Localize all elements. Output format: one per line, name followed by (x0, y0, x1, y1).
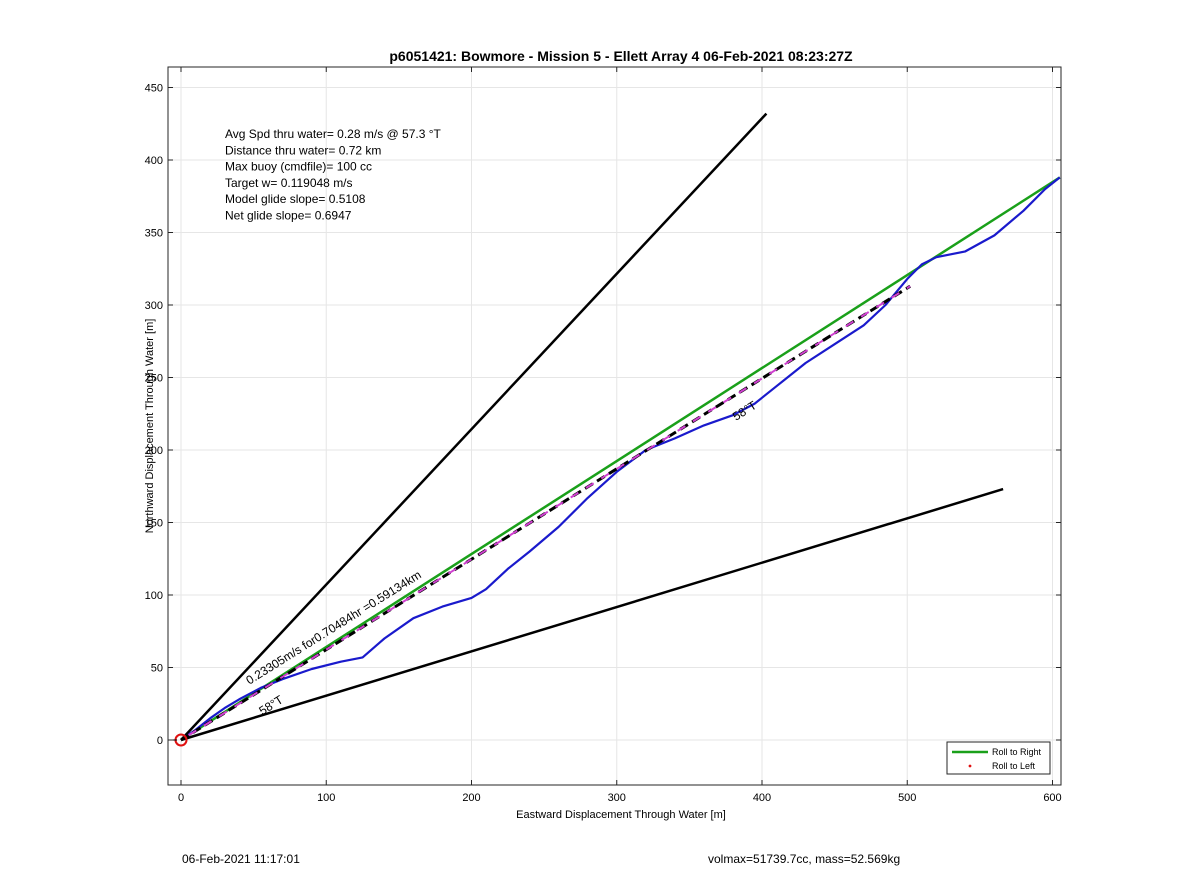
x-tick-label: 400 (753, 792, 771, 804)
annotation-2: 58°T (730, 398, 760, 424)
y-tick-label: 250 (145, 373, 163, 385)
annotation-0: 0.23305m/s for0.70484hr =0.59134km (243, 568, 423, 688)
annotations: 0.23305m/s for0.70484hr =0.59134km 58°T 58… (243, 398, 759, 718)
footer-timestamp: 06-Feb-2021 11:17:01 (182, 852, 300, 866)
y-tick-label: 400 (145, 155, 163, 167)
chart-title: p6051421: Bowmore - Mission 5 - Ellett A… (389, 48, 853, 64)
y-tick-label: 200 (145, 445, 163, 457)
series-line-dashed-overlay (180, 285, 911, 741)
x-axis-ticks: 0 100 200 300 400 500 600 (178, 67, 1062, 804)
legend-label-roll-left: Roll to Left (992, 761, 1036, 771)
stats-text-block: Avg Spd thru water= 0.28 m/s @ 57.3 °T Di… (225, 127, 442, 223)
x-tick-label: 200 (462, 792, 480, 804)
stats-line: Target w= 0.119048 m/s (225, 176, 353, 190)
y-tick-label: 350 (145, 228, 163, 240)
annotation-1: 58°T (256, 692, 286, 718)
x-axis-label: Eastward Displacement Through Water [m] (516, 809, 726, 821)
y-tick-label: 0 (157, 735, 163, 747)
legend-label-roll-right: Roll to Right (992, 747, 1042, 757)
stats-line: Net glide slope= 0.6947 (225, 209, 352, 223)
grid (168, 67, 1061, 785)
x-tick-label: 500 (898, 792, 916, 804)
x-tick-label: 300 (608, 792, 626, 804)
series-line-path (180, 176, 1061, 741)
series-line-track (180, 176, 1061, 742)
y-tick-label: 100 (145, 590, 163, 602)
series-line-cone-right (180, 487, 1004, 742)
stats-line: Distance thru water= 0.72 km (225, 143, 381, 157)
x-tick-label: 100 (317, 792, 335, 804)
series-line-cone-left (180, 112, 768, 741)
stats-line: Model glide slope= 0.5108 (225, 192, 366, 206)
plot-area-frame (167, 66, 1062, 786)
stats-line: Avg Spd thru water= 0.28 m/s @ 57.3 °T (225, 127, 442, 141)
legend: Roll to Right Roll to Left (946, 741, 1051, 775)
legend-box (946, 741, 1051, 775)
y-tick-label: 150 (145, 518, 163, 530)
x-tick-label: 600 (1043, 792, 1061, 804)
legend-swatch-roll-left (968, 764, 972, 768)
y-axis-label: Northward Displacement Through Water [m] (144, 319, 156, 534)
stats-line: Max buoy (cmdfile)= 100 cc (225, 160, 372, 174)
series-group (173, 112, 1061, 747)
x-tick-label: 0 (178, 792, 184, 804)
y-tick-label: 50 (151, 663, 163, 675)
y-axis-ticks: 0 50 100 150 200 250 300 350 400 450 (145, 83, 1061, 747)
footer-volmax-mass: volmax=51739.7cc, mass=52.569kg (708, 852, 901, 866)
y-tick-label: 300 (145, 300, 163, 312)
y-tick-label: 450 (145, 83, 163, 95)
